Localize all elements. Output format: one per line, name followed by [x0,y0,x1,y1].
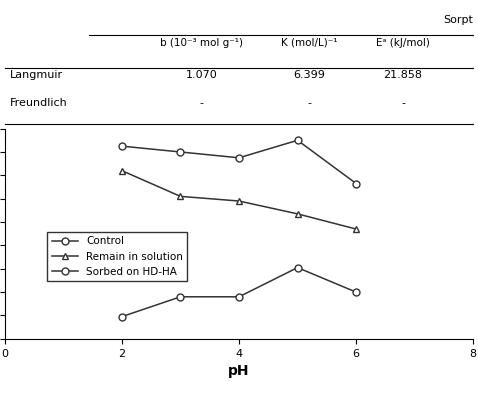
Text: 21.858: 21.858 [383,70,423,80]
Control [294,138,300,143]
Text: 1.070: 1.070 [185,70,217,80]
Line: Sorbed on HD-HA: Sorbed on HD-HA [119,264,359,320]
Remain in solution [236,199,242,203]
Legend: Control, Remain in solution, Sorbed on HD-HA: Control, Remain in solution, Sorbed on H… [47,232,187,281]
Control [236,156,242,160]
X-axis label: pH: pH [228,364,250,378]
Text: -: - [307,98,311,108]
Sorbed on HD-HA [177,294,183,299]
Sorbed on HD-HA [353,290,359,294]
Text: K (mol/L)⁻¹: K (mol/L)⁻¹ [281,37,337,48]
Text: Langmuir: Langmuir [10,70,63,80]
Text: -: - [199,98,204,108]
Sorbed on HD-HA [119,314,125,319]
Text: Sorpt: Sorpt [443,15,473,25]
Line: Remain in solution: Remain in solution [119,167,359,232]
Text: b (10⁻³ mol g⁻¹): b (10⁻³ mol g⁻¹) [160,37,243,48]
Text: Eᵃ (kJ/mol): Eᵃ (kJ/mol) [376,37,430,48]
Control [177,150,183,154]
Sorbed on HD-HA [236,294,242,299]
Line: Control: Control [119,137,359,187]
Remain in solution [353,227,359,231]
Control [353,181,359,186]
Control [119,144,125,149]
Text: Freundlich: Freundlich [10,98,67,108]
Text: -: - [401,98,405,108]
Remain in solution [177,194,183,199]
Remain in solution [294,212,300,216]
Sorbed on HD-HA [294,265,300,270]
Text: 6.399: 6.399 [293,70,325,80]
Remain in solution [119,168,125,173]
Text: ᵅE=RT ln K: ᵅE=RT ln K [10,128,65,139]
